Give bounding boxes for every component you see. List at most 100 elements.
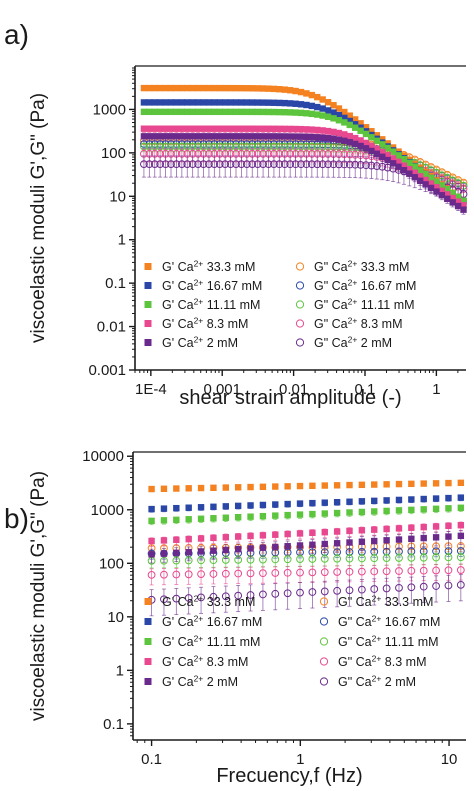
data-point — [319, 127, 326, 134]
data-point — [140, 108, 148, 116]
legend-marker — [144, 339, 152, 346]
data-point — [358, 527, 366, 534]
data-point — [395, 158, 402, 166]
data-point — [211, 99, 218, 106]
data-point — [145, 160, 154, 169]
data-point — [345, 554, 354, 563]
data-point — [456, 580, 465, 589]
data-point — [445, 505, 452, 512]
data-point — [341, 114, 348, 122]
data-point — [308, 91, 316, 99]
data-point — [383, 507, 390, 515]
data-point — [189, 99, 196, 106]
data-point — [265, 99, 272, 106]
y-tick-label: 0.001 — [88, 362, 126, 379]
data-point — [178, 108, 186, 116]
data-point — [281, 125, 288, 133]
data-point — [457, 479, 465, 487]
legend-entry: G' Ca2+ 16.67 mM — [162, 277, 262, 293]
data-point — [211, 84, 218, 92]
y-tick-label: 1 — [118, 232, 126, 249]
data-point — [308, 588, 317, 596]
data-point — [184, 594, 193, 602]
data-point — [234, 502, 242, 510]
data-point — [419, 553, 428, 562]
data-point — [408, 480, 415, 488]
data-point — [140, 133, 148, 140]
data-point — [146, 133, 153, 140]
data-point — [340, 160, 349, 169]
legend-entry: G" Ca2+ 33.3 mM — [338, 593, 433, 609]
data-point — [194, 108, 202, 116]
data-point — [444, 195, 451, 203]
data-point — [173, 84, 180, 92]
legend-marker — [295, 281, 305, 290]
data-point — [188, 160, 197, 169]
data-point — [357, 554, 366, 563]
data-point — [408, 496, 415, 503]
data-point — [221, 125, 229, 132]
data-point — [148, 505, 155, 513]
data-point — [286, 133, 294, 140]
data-point — [351, 140, 359, 148]
data-point — [238, 99, 245, 106]
data-point — [259, 501, 267, 509]
x-tick-label: 0.1 — [355, 381, 376, 398]
data-point — [291, 160, 300, 169]
data-point — [265, 125, 272, 132]
data-point — [200, 133, 207, 140]
data-point — [275, 160, 284, 169]
series-g-ca2-8-3-mm — [148, 521, 465, 548]
data-point — [309, 482, 316, 490]
data-point — [320, 568, 329, 577]
data-point — [265, 85, 272, 92]
data-point — [200, 108, 207, 116]
data-point — [215, 160, 224, 169]
data-point — [254, 133, 261, 140]
data-point — [357, 585, 366, 594]
data-point — [259, 160, 267, 169]
data-point — [346, 498, 353, 505]
data-point — [197, 593, 205, 602]
data-point — [357, 137, 364, 144]
data-point — [321, 540, 328, 548]
data-point — [382, 554, 391, 563]
data-point — [270, 108, 278, 116]
data-point — [454, 198, 462, 205]
x-axis-title: Frecuency,f (Hz) — [216, 765, 362, 787]
data-point — [276, 133, 283, 140]
data-point — [161, 160, 170, 169]
data-point — [140, 160, 148, 169]
data-point — [308, 102, 316, 110]
series-g-ca2-11-11-mm — [140, 108, 467, 204]
data-point — [345, 160, 354, 169]
data-point — [221, 592, 230, 601]
y-tick-label: 0.1 — [103, 716, 124, 733]
data-point — [238, 133, 245, 140]
data-point — [156, 160, 165, 169]
data-point — [189, 125, 196, 132]
data-point — [189, 84, 196, 92]
data-point — [249, 99, 256, 106]
legend-entry: G' Ca2+ 2 mM — [162, 334, 238, 350]
data-point — [345, 567, 354, 576]
data-point — [335, 136, 343, 143]
data-point — [314, 103, 321, 111]
series-g-ca2-8-3-mm — [140, 125, 467, 210]
data-point — [194, 84, 202, 92]
data-point — [358, 498, 366, 505]
data-point — [346, 139, 353, 146]
data-point — [210, 515, 217, 522]
data-point — [378, 162, 387, 171]
data-point — [242, 160, 251, 169]
legend-entry: G' Ca2+ 16.67 mM — [162, 613, 262, 629]
data-point — [335, 105, 343, 112]
legend-marker — [295, 262, 305, 271]
data-point — [160, 595, 168, 604]
data-point — [308, 555, 317, 563]
data-point — [395, 536, 403, 543]
data-point — [400, 167, 408, 174]
data-point — [222, 484, 230, 491]
data-point — [314, 111, 321, 118]
data-point — [309, 510, 316, 518]
